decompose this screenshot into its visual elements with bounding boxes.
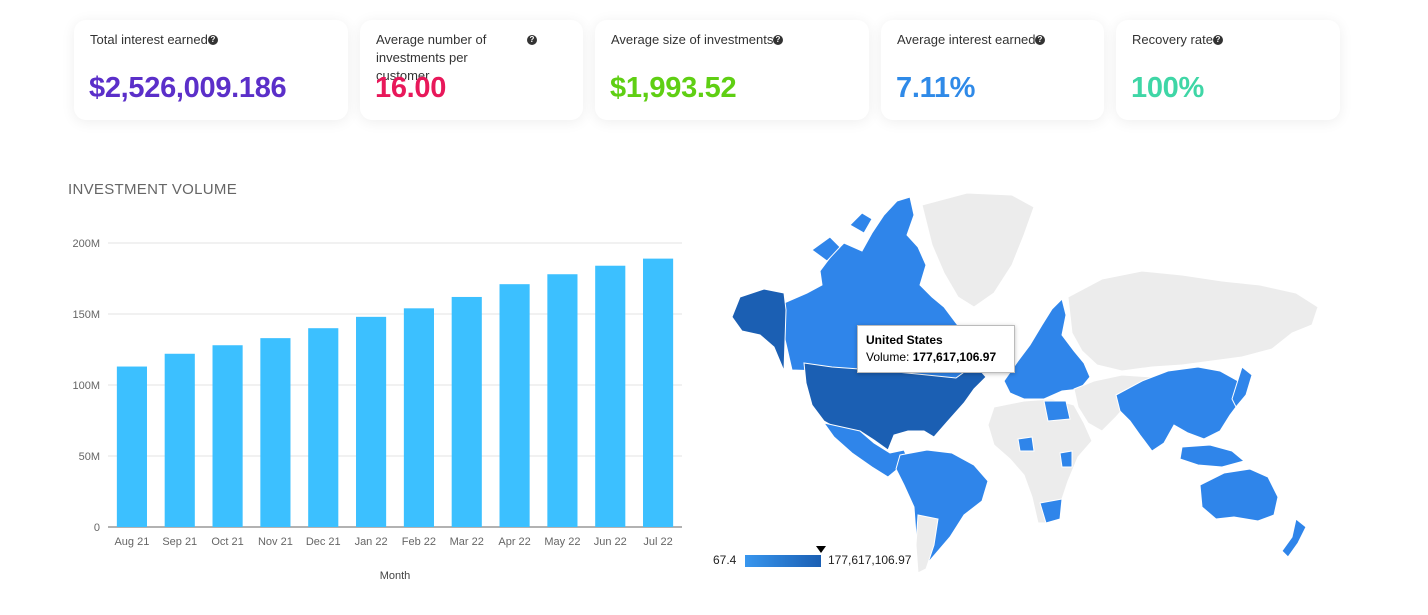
x-tick-label: Feb 22 (402, 536, 436, 548)
chart-section-title: INVESTMENT VOLUME (68, 181, 238, 198)
bar-mar-22[interactable] (451, 296, 482, 527)
bar-oct-21[interactable] (212, 345, 243, 527)
bar-nov-21[interactable] (260, 338, 291, 527)
y-tick-label: 150M (72, 309, 100, 321)
x-tick-label: May 22 (544, 536, 580, 548)
bar-aug-21[interactable] (116, 366, 147, 527)
tooltip-value: 177,617,106.97 (912, 350, 997, 364)
map-region-south-africa[interactable] (1039, 498, 1063, 524)
bar-dec-21[interactable] (308, 328, 339, 527)
bar-may-22[interactable] (547, 274, 578, 527)
map-region-australia[interactable] (1199, 468, 1279, 522)
kpi-card-avg-investments: Average number of investments per custom… (360, 20, 583, 120)
map-tooltip: United States Volume: 177,617,106.97 (857, 325, 1015, 373)
map-region-alaska[interactable] (731, 288, 787, 372)
map-region-nigeria[interactable] (1017, 436, 1035, 452)
x-tick-label: Oct 21 (211, 536, 243, 548)
tooltip-country: United States (866, 333, 943, 347)
kpi-label: Average interest earned (897, 32, 1036, 47)
map-region-egypt[interactable] (1043, 400, 1071, 422)
kpi-value: 100% (1131, 72, 1204, 104)
map-region-russia[interactable] (1067, 270, 1319, 372)
y-tick-label: 0 (94, 522, 100, 534)
x-axis-title: Month (380, 570, 411, 582)
tooltip-value-line: Volume: 177,617,106.97 (866, 349, 996, 365)
map-region-europe[interactable] (1003, 298, 1091, 400)
legend-max-value: 177,617,106.97 (828, 553, 912, 567)
bar-sep-21[interactable] (164, 353, 195, 527)
kpi-label: Average size of investments (611, 32, 774, 47)
help-icon[interactable]: ? (1213, 35, 1223, 45)
kpi-value: 7.11% (896, 72, 976, 104)
bar-feb-22[interactable] (403, 308, 434, 527)
kpi-label: Total interest earned (90, 32, 208, 47)
kpi-value: $1,993.52 (610, 72, 737, 104)
map-region-kenya[interactable] (1059, 450, 1073, 468)
x-tick-label: Apr 22 (498, 536, 530, 548)
kpi-card-recovery-rate: Recovery rate ? 100% (1116, 20, 1340, 120)
legend-marker-icon (816, 546, 826, 553)
investment-volume-bar-chart: 0 50M 100M 150M 200M Aug 21 Sep 21 Oct 21 Nov 21… (72, 238, 682, 582)
kpi-card-total-interest: Total interest earned ? $2,526,009.186 (74, 20, 348, 120)
bar-apr-22[interactable] (499, 284, 530, 527)
x-tick-label: Jan 22 (355, 536, 388, 548)
map-region-south-america[interactable] (895, 449, 989, 566)
kpi-label: Average number of investments per custom… (376, 32, 487, 83)
world-map[interactable] (712, 185, 1332, 585)
map-region-united-states[interactable] (803, 362, 987, 451)
x-tick-label: Nov 21 (258, 536, 293, 548)
map-region-greenland[interactable] (921, 192, 1035, 308)
y-tick-label: 200M (72, 238, 100, 250)
map-region-argentina[interactable] (915, 514, 939, 574)
help-icon[interactable]: ? (1035, 35, 1045, 45)
kpi-value: 16.00 (375, 72, 447, 104)
kpi-label: Recovery rate (1132, 32, 1213, 47)
legend-min-value: 67.4 (713, 553, 737, 567)
bar-jul-22[interactable] (643, 258, 674, 527)
x-tick-label: Sep 21 (162, 536, 197, 548)
map-region-new-zealand[interactable] (1281, 518, 1307, 558)
map-region-indonesia[interactable] (1179, 444, 1246, 468)
x-tick-label: Dec 21 (306, 536, 341, 548)
world-map-svg (731, 192, 1319, 574)
help-icon[interactable]: ? (208, 35, 218, 45)
kpi-value: $2,526,009.186 (89, 72, 287, 104)
legend-color-scale (745, 555, 821, 567)
x-tick-label: Aug 21 (114, 536, 149, 548)
kpi-card-avg-size: Average size of investments ? $1,993.52 (595, 20, 869, 120)
tooltip-metric-label: Volume: (866, 350, 910, 364)
map-region-asia[interactable] (1115, 366, 1243, 452)
y-tick-label: 50M (79, 451, 100, 463)
map-region-canada-islands[interactable] (811, 212, 873, 262)
map-region-japan[interactable] (1231, 366, 1253, 408)
help-icon[interactable]: ? (773, 35, 783, 45)
bar-jan-22[interactable] (356, 316, 387, 527)
x-tick-label: Jul 22 (643, 536, 672, 548)
help-icon[interactable]: ? (527, 35, 537, 45)
x-tick-label: Mar 22 (450, 536, 484, 548)
bar-jun-22[interactable] (595, 265, 626, 527)
kpi-card-avg-interest: Average interest earned ? 7.11% (881, 20, 1104, 120)
x-tick-label: Jun 22 (594, 536, 627, 548)
y-tick-label: 100M (72, 380, 100, 392)
